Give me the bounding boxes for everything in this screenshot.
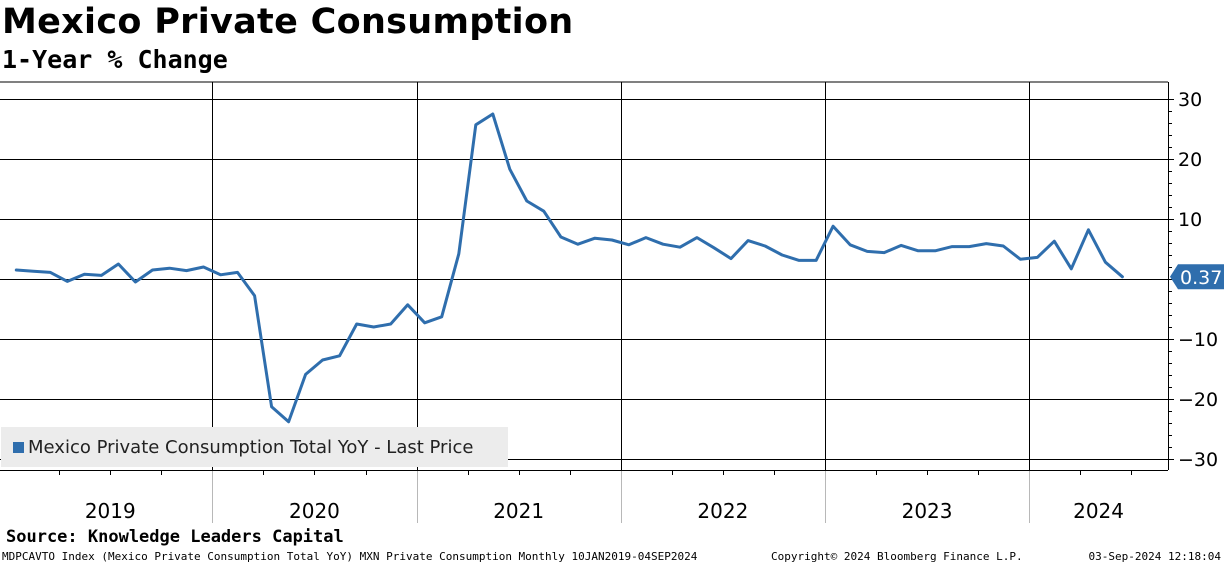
footer-timestamp: 03-Sep-2024 12:18:04 [1089, 550, 1221, 563]
x-tick-label: 2019 [85, 499, 136, 523]
y-tick-label: −30 [1178, 449, 1218, 471]
x-tick-label: 2023 [902, 499, 953, 523]
y-tick-label: 10 [1178, 209, 1202, 231]
series-line [16, 114, 1122, 422]
grid [0, 82, 1168, 470]
y-tick-label: −10 [1178, 329, 1218, 351]
y-tick-label: −20 [1178, 389, 1218, 411]
legend: Mexico Private Consumption Total YoY - L… [1, 427, 508, 467]
footer-ticker-description: MDPCAVTO Index (Mexico Private Consumpti… [2, 550, 697, 563]
footer-copyright: Copyright© 2024 Bloomberg Finance L.P. [771, 550, 1023, 563]
legend-swatch [13, 442, 24, 453]
y-tick-label: 20 [1178, 149, 1202, 171]
source-note: Source: Knowledge Leaders Capital [6, 527, 344, 547]
legend-label: Mexico Private Consumption Total YoY - L… [28, 437, 473, 458]
x-tick-label: 2022 [697, 499, 748, 523]
x-tick-label: 2021 [493, 499, 544, 523]
y-tick-label: 30 [1178, 89, 1202, 111]
x-tick-label: 2020 [289, 499, 340, 523]
x-tick-label: 2024 [1073, 499, 1124, 523]
last-value-label: 0.37 [1180, 267, 1222, 289]
series [16, 114, 1122, 422]
